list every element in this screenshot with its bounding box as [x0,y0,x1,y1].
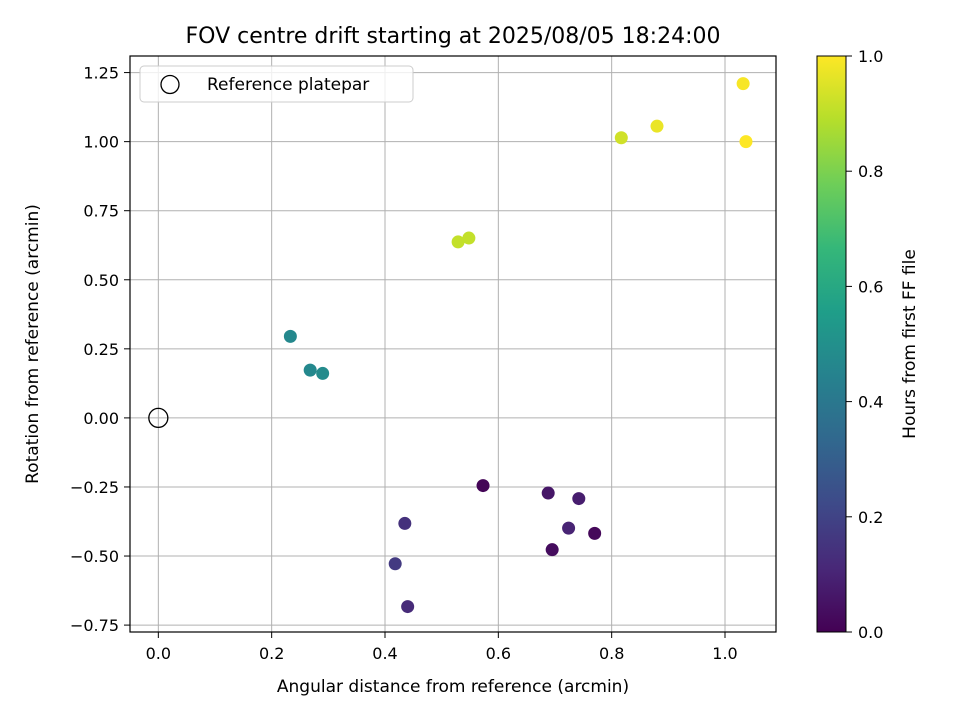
reference-platepar-marker [148,407,169,429]
legend-box [139,65,414,103]
data-point [451,235,465,249]
y-tick-label: 1.25 [83,64,119,83]
data-point [303,363,317,377]
data-points [283,77,753,614]
colorbar-tick-label: 0.8 [858,162,883,181]
data-point [572,492,586,506]
y-axis-ticks: −0.75 −0.50 −0.25 0.00 0.25 0.50 0.75 1.00 1.25 [70,64,130,635]
data-point [398,516,412,530]
reference-marker-layer [148,407,169,429]
colorbar-tick-label: 0.6 [858,277,883,296]
x-tick-label: 0.6 [486,644,511,663]
y-axis-label: Rotation from reference (arcmin) [23,204,43,484]
data-point [462,231,476,245]
y-tick-label: 1.00 [83,133,119,152]
x-tick-label: 0.4 [372,644,397,663]
y-tick-label: 0.25 [83,340,119,359]
data-point [388,557,402,571]
y-tick-label: −0.50 [70,547,119,566]
legend-entry-reference: Reference platepar [207,75,369,95]
colorbar-ticks: 0.0 0.2 0.4 0.6 0.8 1.0 [846,47,883,642]
legend-marker-icon [160,74,180,95]
data-point [401,600,415,614]
x-axis-ticks: 0.0 0.2 0.4 0.6 0.8 1.0 [146,632,738,663]
x-axis-label: Angular distance from reference (arcmin) [277,677,629,697]
colorbar-tick-label: 1.0 [858,47,883,66]
y-tick-label: 0.00 [83,409,119,428]
legend: Reference platepar [139,65,414,103]
data-point [316,366,330,380]
y-tick-label: 0.50 [83,271,119,290]
colorbar-tick-label: 0.2 [858,508,883,527]
grid [130,56,776,632]
data-point [650,119,664,133]
data-point [736,77,750,91]
data-point [283,329,297,343]
chart-title: FOV centre drift starting at 2025/08/05 … [186,24,721,49]
data-point [739,135,753,149]
data-point [476,479,490,493]
y-tick-label: −0.75 [70,616,119,635]
colorbar-tick-label: 0.0 [858,623,883,642]
x-tick-label: 0.0 [146,644,171,663]
data-point [614,131,628,145]
data-point [541,486,555,500]
data-point [588,526,602,540]
plot-frame [129,55,777,633]
data-point [562,521,576,535]
y-tick-label: 0.75 [83,202,119,221]
colorbar [816,55,847,633]
x-tick-label: 0.2 [259,644,284,663]
x-tick-label: 0.8 [599,644,624,663]
y-tick-label: −0.25 [70,478,119,497]
colorbar-label: Hours from first FF file [900,249,920,439]
x-tick-label: 1.0 [712,644,737,663]
colorbar-tick-label: 0.4 [858,393,883,412]
data-point [545,543,559,557]
